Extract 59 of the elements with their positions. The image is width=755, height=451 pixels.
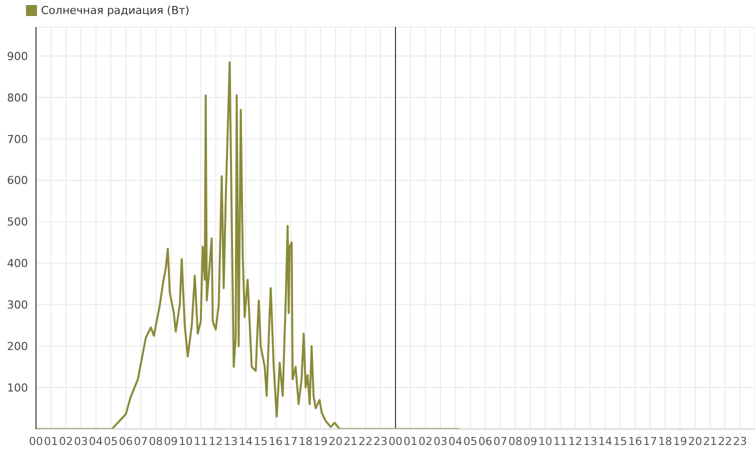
x-tick-label: 23 — [733, 434, 748, 448]
x-tick-label: 22 — [718, 434, 732, 448]
x-tick-label: 03 — [433, 434, 448, 448]
x-tick-label: 09 — [164, 434, 178, 448]
x-tick-label: 05 — [104, 434, 118, 448]
x-tick-label: 11 — [553, 434, 568, 448]
y-tick-label: 100 — [7, 381, 28, 394]
x-tick-label: 06 — [478, 434, 492, 448]
x-tick-label: 05 — [463, 434, 478, 448]
y-tick-label: 900 — [7, 50, 28, 63]
x-tick-label: 04 — [448, 434, 462, 448]
x-tick-label: 18 — [658, 434, 672, 448]
x-tick-label: 18 — [298, 434, 313, 448]
x-tick-label: 19 — [314, 434, 328, 448]
x-tick-label: 12 — [208, 434, 223, 448]
x-tick-label: 19 — [673, 434, 688, 448]
legend-label: Солнечная радиация (Вт) — [41, 4, 190, 17]
x-tick-label: 13 — [224, 434, 238, 448]
x-tick-label: 16 — [268, 434, 283, 448]
line-series — [36, 61, 460, 429]
x-tick-label: 01 — [403, 434, 418, 448]
x-tick-label: 09 — [523, 434, 538, 448]
x-tick-label: 00 — [29, 434, 43, 448]
x-tick-label: 17 — [284, 434, 298, 448]
y-tick-label: 700 — [7, 132, 28, 146]
x-tick-label: 07 — [134, 434, 148, 448]
y-tick-label: 600 — [7, 174, 28, 188]
x-tick-label: 23 — [374, 434, 388, 448]
x-tick-label: 00 — [388, 434, 402, 448]
x-tick-label: 21 — [344, 434, 358, 448]
y-tick-label: 200 — [7, 340, 28, 354]
x-tick-label: 16 — [628, 434, 642, 448]
x-tick-label: 20 — [328, 434, 343, 448]
y-tick-label: 300 — [7, 298, 28, 312]
x-tick-label: 12 — [568, 434, 582, 448]
x-tick-label: 02 — [58, 434, 73, 448]
y-tick-label: 800 — [7, 91, 28, 104]
x-tick-label: 17 — [643, 434, 658, 448]
x-tick-label: 08 — [148, 434, 163, 448]
x-tick-label: 07 — [493, 434, 508, 448]
x-tick-label: 04 — [88, 434, 103, 448]
x-tick-label: 10 — [538, 434, 552, 448]
x-tick-label: 11 — [194, 434, 208, 448]
x-tick-label: 20 — [688, 434, 702, 448]
x-tick-label: 06 — [118, 434, 133, 448]
y-tick-label: 500 — [7, 216, 28, 229]
x-tick-label: 13 — [583, 434, 598, 448]
x-tick-label: 10 — [178, 434, 193, 448]
x-tick-label: 02 — [418, 434, 432, 448]
x-tick-label: 15 — [613, 434, 628, 448]
x-tick-label: 08 — [508, 434, 522, 448]
x-tick-label: 15 — [254, 434, 268, 448]
x-tick-label: 14 — [598, 434, 612, 448]
x-tick-label: 14 — [238, 434, 253, 448]
x-tick-label: 21 — [703, 434, 718, 448]
y-tick-label: 400 — [7, 257, 28, 270]
x-tick-label: 03 — [74, 434, 88, 448]
x-tick-label: 01 — [44, 434, 58, 448]
x-tick-label: 22 — [358, 434, 373, 448]
